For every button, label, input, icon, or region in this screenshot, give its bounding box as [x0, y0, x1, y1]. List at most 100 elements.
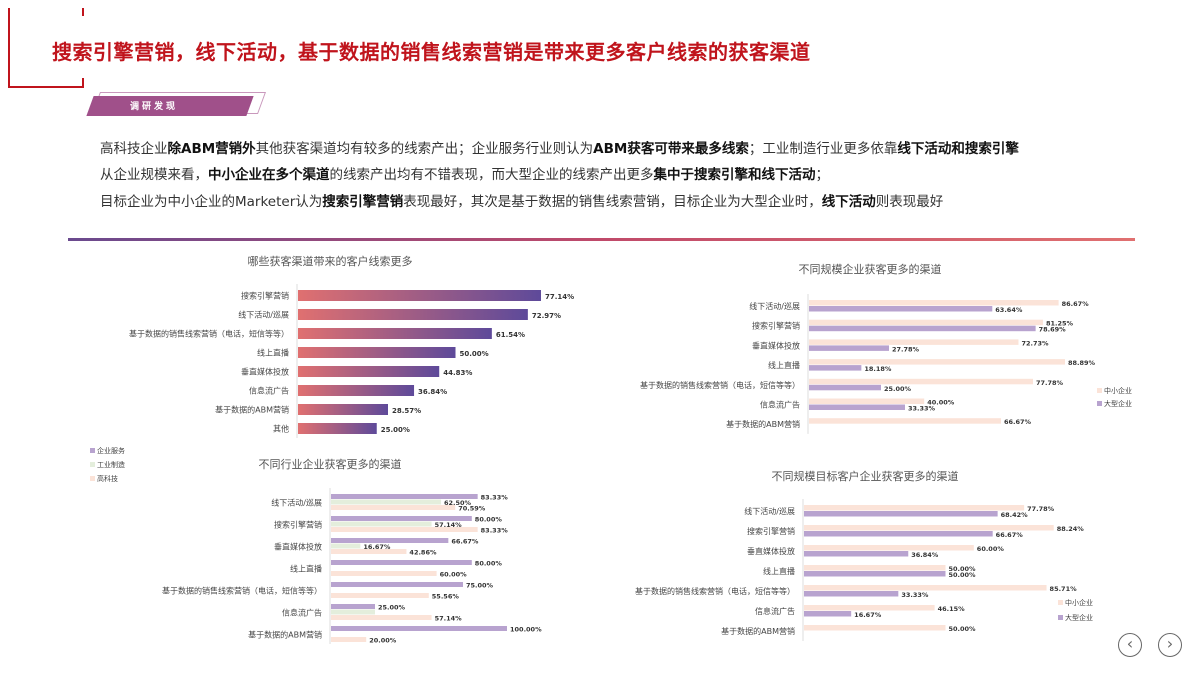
- divider: [68, 238, 1135, 241]
- data-label: 25.00%: [381, 426, 410, 434]
- data-label: 27.78%: [892, 345, 920, 353]
- finding-segment: 其他获客渠道均有较多的线索产出；企业服务行业则认为: [255, 141, 594, 157]
- data-label: 80.00%: [475, 516, 503, 524]
- data-label: 81.25%: [1046, 320, 1074, 328]
- bar: [804, 605, 935, 611]
- data-label: 77.78%: [1027, 505, 1055, 513]
- category-label: 垂直媒体投放: [241, 367, 289, 377]
- bar: [331, 543, 361, 549]
- data-label: 16.67%: [363, 543, 391, 551]
- category-label: 垂直媒体投放: [752, 340, 800, 350]
- data-label: 42.86%: [409, 549, 437, 557]
- data-label: 66.67%: [451, 538, 479, 546]
- category-label: 线上直播: [763, 566, 795, 576]
- data-label: 50.00%: [949, 565, 977, 573]
- bar: [331, 549, 407, 554]
- data-label: 50.00%: [949, 571, 977, 579]
- chart-title: 哪些获客渠道带来的客户线索更多: [248, 254, 413, 268]
- bar: [804, 565, 946, 571]
- data-label: 61.54%: [496, 331, 525, 339]
- data-label: 83.33%: [481, 494, 509, 502]
- bar: [331, 615, 432, 620]
- finding-segment: 则表现最好: [875, 194, 944, 210]
- data-label: 33.33%: [908, 405, 936, 413]
- finding-1: 高科技企业除ABM营销外其他获客渠道均有较多的线索产出；企业服务行业则认为ABM…: [100, 137, 1019, 157]
- bar: [804, 511, 998, 517]
- prev-button[interactable]: ‹: [1118, 633, 1142, 657]
- legend-label: 工业制造: [97, 460, 125, 469]
- bar: [804, 571, 946, 577]
- legend-label: 高科技: [97, 474, 118, 483]
- bar: [331, 582, 463, 587]
- bar: [298, 309, 528, 320]
- chart-title: 不同行业企业获客更多的渠道: [259, 457, 402, 471]
- bar: [809, 384, 881, 391]
- bar: [331, 626, 507, 631]
- legend-label: 中小企业: [1065, 598, 1093, 607]
- bar: [298, 385, 415, 396]
- legend-swatch: [90, 448, 95, 453]
- finding-segment: 搜索引擎营销: [322, 194, 404, 210]
- category-label: 信息流广告: [249, 386, 289, 396]
- finding-segment: 从企业规模来看，: [100, 167, 208, 183]
- bar: [809, 365, 862, 371]
- data-label: 83.33%: [481, 527, 509, 535]
- data-label: 60.00%: [977, 545, 1005, 553]
- legend-swatch: [1058, 600, 1063, 605]
- bar: [331, 521, 432, 527]
- data-label: 57.14%: [435, 521, 463, 529]
- category-label: 基于数据的ABM营销: [721, 626, 795, 636]
- data-label: 40.00%: [927, 399, 955, 407]
- bar: [809, 404, 905, 410]
- next-button[interactable]: ›: [1158, 633, 1182, 657]
- category-label: 线下活动/巡展: [749, 301, 800, 311]
- finding-2: 从企业规模来看，中小企业在多个渠道的线索产出均有不错表现，而大型企业的线索产出更…: [100, 163, 829, 183]
- data-label: 70.59%: [458, 505, 486, 513]
- category-label: 搜索引擎营销: [274, 519, 322, 529]
- data-label: 66.67%: [996, 531, 1024, 539]
- category-label: 线下活动/巡展: [744, 506, 795, 516]
- finding-segment: ABM获客可带来最多线索: [593, 141, 749, 157]
- bar: [804, 531, 993, 537]
- category-label: 垂直媒体投放: [747, 546, 795, 556]
- category-label: 基于数据的ABM营销: [215, 405, 289, 415]
- bar: [804, 505, 1025, 511]
- legend-label: 大型企业: [1104, 399, 1132, 408]
- data-label: 66.67%: [1004, 418, 1032, 426]
- bar: [298, 328, 492, 339]
- finding-segment: 除ABM营销外: [167, 141, 256, 157]
- data-label: 63.64%: [995, 306, 1023, 314]
- bar: [809, 300, 1059, 306]
- category-label: 信息流广告: [755, 606, 795, 616]
- bar: [331, 560, 472, 565]
- category-label: 线下活动/巡展: [238, 310, 289, 320]
- finding-segment: ；: [815, 167, 830, 183]
- bar: [809, 319, 1043, 326]
- data-label: 72.73%: [1021, 339, 1049, 347]
- legend-label: 企业服务: [97, 446, 125, 455]
- bar: [804, 525, 1054, 531]
- category-label: 基于数据的ABM营销: [726, 419, 800, 429]
- data-label: 20.00%: [369, 637, 397, 645]
- data-label: 77.14%: [545, 293, 574, 301]
- page-title: 搜索引擎营销，线下活动，基于数据的销售线索营销是带来更多客户线索的获客渠道: [52, 40, 811, 64]
- category-label: 线上直播: [290, 563, 322, 573]
- data-label: 88.24%: [1057, 525, 1085, 533]
- data-label: 33.33%: [901, 591, 929, 599]
- finding-segment: 线下活动和搜索引擎: [897, 141, 1019, 157]
- legend-label: 中小企业: [1104, 386, 1132, 395]
- data-label: 60.00%: [440, 571, 468, 579]
- legend-swatch: [90, 476, 95, 481]
- bar: [331, 571, 437, 576]
- category-label: 搜索引擎营销: [241, 291, 289, 301]
- bar: [331, 593, 429, 598]
- chevron-right-icon: ›: [1166, 634, 1174, 653]
- category-label: 基于数据的销售线索营销（电话，短信等等）: [635, 586, 795, 596]
- data-label: 50.00%: [949, 625, 977, 633]
- category-label: 搜索引擎营销: [747, 526, 795, 536]
- bar: [298, 423, 377, 434]
- data-label: 100.00%: [510, 626, 542, 634]
- bar: [809, 306, 993, 312]
- finding-segment: 高科技企业: [100, 141, 168, 157]
